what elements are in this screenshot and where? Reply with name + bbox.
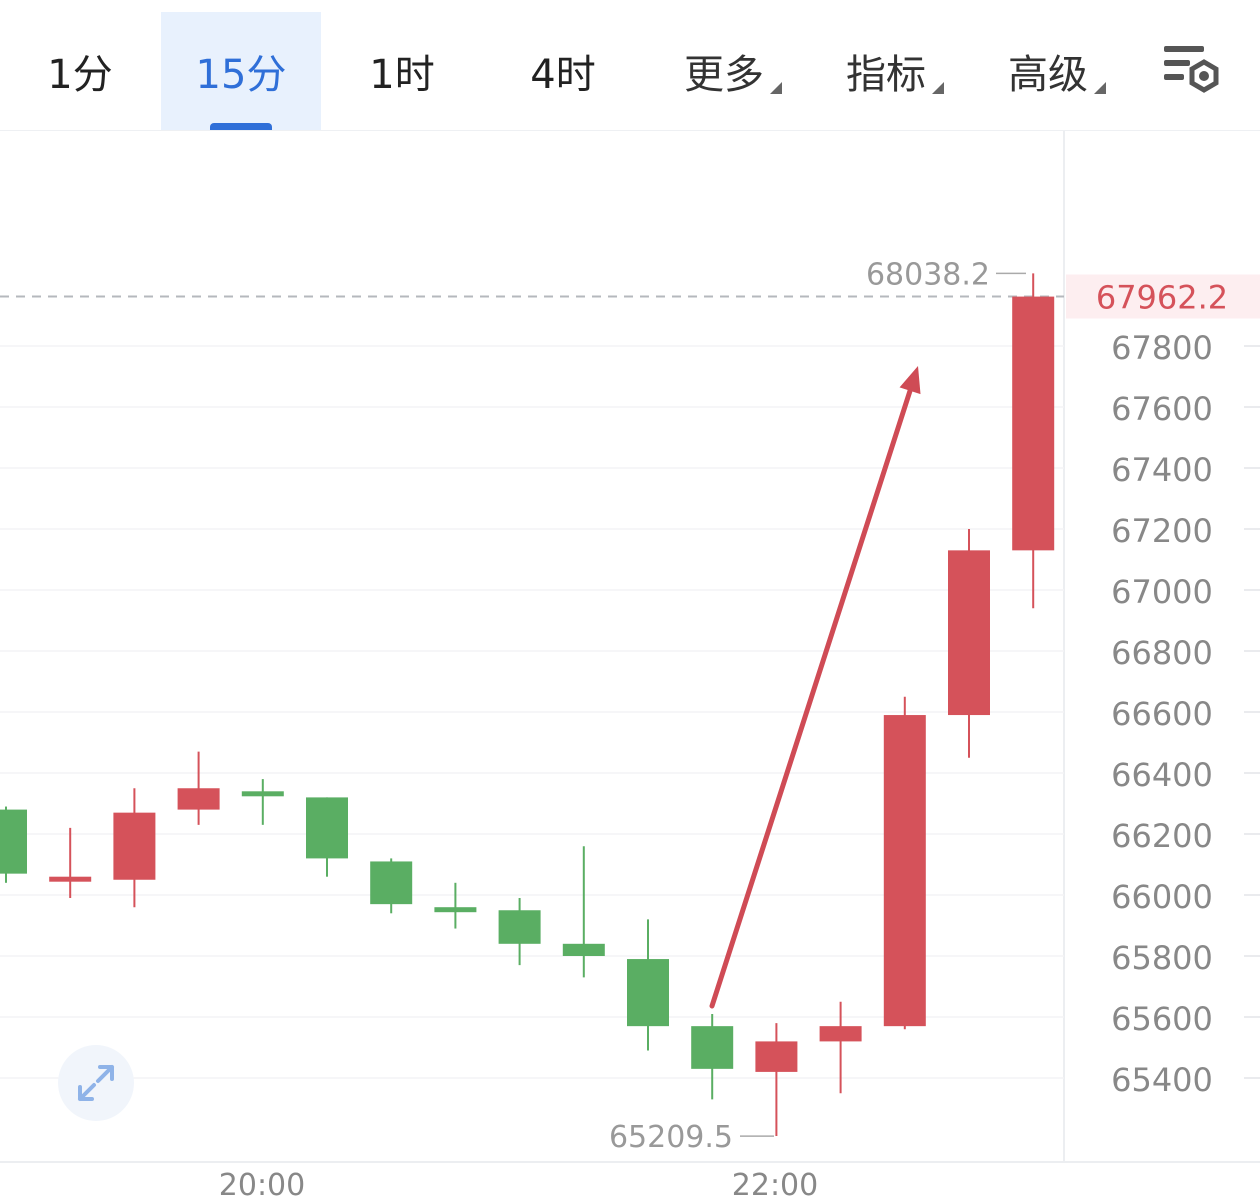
interval-tab-15m[interactable]: 15分 bbox=[161, 12, 321, 130]
current-price-badge bbox=[1066, 274, 1260, 319]
current-price-label: 67962.2 bbox=[1096, 279, 1228, 317]
price-tick-label: 67600 bbox=[1111, 390, 1213, 428]
interval-tab-label: 15分 bbox=[195, 52, 287, 98]
interval-tab-1h[interactable]: 1时 bbox=[322, 12, 482, 130]
min-price-label: 65209.5 bbox=[609, 1120, 733, 1155]
expand-icon bbox=[78, 1065, 114, 1101]
caret-down-icon bbox=[1094, 82, 1106, 94]
advanced-dropdown-label: 高级 bbox=[1008, 52, 1088, 98]
candle-body[interactable] bbox=[883, 715, 926, 1027]
candle-body[interactable] bbox=[819, 1026, 862, 1042]
candlestick-chart[interactable]: 67800 67600 67400 67200 67000 66800 66600 66400… bbox=[0, 131, 1260, 1204]
candle-body[interactable] bbox=[434, 907, 477, 913]
interval-tab-label: 1分 bbox=[47, 52, 113, 98]
caret-down-icon bbox=[770, 82, 782, 94]
caret-down-icon bbox=[932, 82, 944, 94]
interval-tab-label: 1时 bbox=[369, 52, 435, 98]
candle-body[interactable] bbox=[370, 861, 413, 905]
candle-body[interactable] bbox=[627, 959, 669, 1027]
time-tick-label: 20:00 bbox=[219, 1168, 305, 1203]
active-tab-indicator bbox=[210, 123, 272, 130]
candle-body[interactable] bbox=[948, 550, 990, 716]
more-dropdown[interactable]: 更多 bbox=[684, 12, 782, 130]
max-price-label: 68038.2 bbox=[866, 257, 990, 292]
more-dropdown-label: 更多 bbox=[684, 52, 764, 98]
price-tick-label: 67800 bbox=[1111, 329, 1213, 367]
trend-arrow-line bbox=[709, 388, 913, 1009]
candle-body[interactable] bbox=[49, 876, 92, 882]
fullscreen-button[interactable] bbox=[58, 1045, 134, 1121]
price-tick-label: 67200 bbox=[1111, 512, 1213, 550]
chart-settings-icon[interactable] bbox=[1160, 40, 1226, 100]
candle-body[interactable] bbox=[113, 812, 156, 880]
price-tick-label: 66800 bbox=[1111, 634, 1213, 672]
chart-toolbar: 1分 15分 1时 4时 更多 指标 高级 bbox=[0, 0, 1260, 131]
advanced-dropdown[interactable]: 高级 bbox=[1008, 12, 1106, 130]
price-tick-label: 66400 bbox=[1111, 756, 1213, 794]
price-tick-label: 67400 bbox=[1111, 451, 1213, 489]
indicators-dropdown[interactable]: 指标 bbox=[846, 12, 944, 130]
candle-body[interactable] bbox=[241, 791, 284, 797]
candle-body[interactable] bbox=[0, 809, 27, 874]
interval-tab-1m[interactable]: 1分 bbox=[0, 12, 160, 130]
candle-body[interactable] bbox=[177, 788, 220, 810]
price-tick-label: 66200 bbox=[1111, 817, 1213, 855]
candle-body[interactable] bbox=[306, 797, 348, 859]
price-tick-label: 65600 bbox=[1111, 1000, 1213, 1038]
price-tick-label: 65800 bbox=[1111, 939, 1213, 977]
price-tick-label: 66600 bbox=[1111, 695, 1213, 733]
price-tick-label: 66000 bbox=[1111, 878, 1213, 916]
price-tick-label: 65400 bbox=[1111, 1061, 1213, 1099]
price-tick-label: 67000 bbox=[1111, 573, 1213, 611]
indicators-dropdown-label: 指标 bbox=[846, 52, 926, 98]
candle-body[interactable] bbox=[498, 910, 541, 944]
interval-tab-label: 4时 bbox=[530, 52, 596, 98]
candle-body[interactable] bbox=[562, 943, 605, 956]
time-tick-label: 22:00 bbox=[732, 1168, 818, 1203]
trend-arrow-head bbox=[899, 366, 921, 395]
interval-tab-4h[interactable]: 4时 bbox=[483, 12, 643, 130]
candle-body[interactable] bbox=[691, 1026, 734, 1069]
candle-body[interactable] bbox=[755, 1041, 798, 1072]
candle-body[interactable] bbox=[1012, 296, 1055, 551]
